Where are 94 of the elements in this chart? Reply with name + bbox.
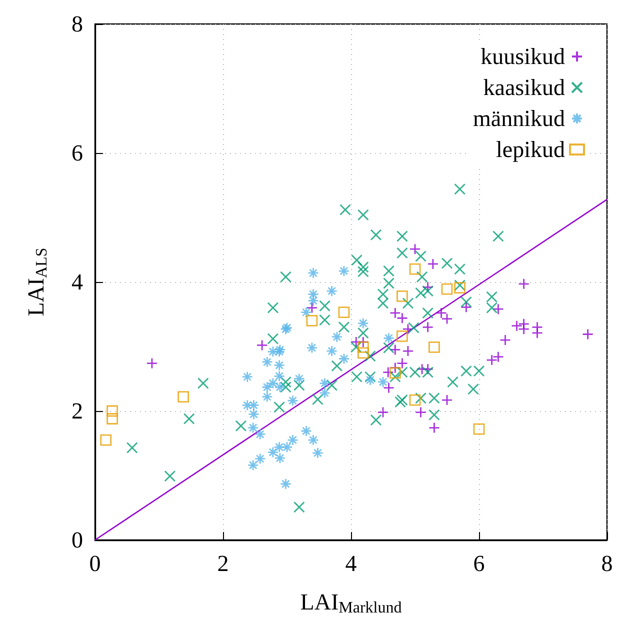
point — [409, 394, 421, 406]
legend-label: kuusikud — [480, 44, 566, 69]
point — [274, 381, 286, 393]
point — [473, 423, 485, 435]
point — [357, 347, 369, 359]
point — [396, 358, 408, 369]
point — [492, 303, 504, 315]
point — [247, 422, 259, 434]
point — [441, 394, 453, 406]
point — [280, 478, 292, 490]
point — [422, 281, 434, 293]
point — [364, 374, 376, 386]
point — [532, 327, 543, 339]
point — [389, 344, 401, 356]
point — [396, 290, 408, 302]
point — [377, 406, 389, 418]
point — [338, 353, 350, 364]
point — [256, 340, 268, 351]
point — [281, 441, 293, 453]
point — [242, 371, 254, 383]
point — [338, 306, 350, 318]
point — [248, 399, 260, 411]
x-tick-label: 2 — [217, 551, 229, 576]
point — [254, 428, 266, 440]
point — [308, 267, 319, 279]
y-tick-label: 2 — [72, 398, 83, 424]
point — [382, 366, 394, 378]
point — [106, 405, 118, 417]
point — [287, 394, 298, 406]
point — [454, 282, 466, 294]
point — [319, 378, 330, 389]
y-tick-label: 4 — [72, 270, 84, 294]
x-tick-label: 6 — [473, 551, 485, 576]
point — [308, 434, 319, 446]
point — [146, 358, 158, 369]
point — [312, 447, 324, 459]
point — [377, 376, 389, 388]
point — [326, 345, 338, 357]
point — [500, 334, 511, 346]
point — [402, 345, 414, 357]
y-axis-title: LAIALS — [24, 248, 50, 316]
point — [486, 354, 498, 366]
legend-label: kaasikud — [483, 75, 566, 100]
point — [100, 434, 112, 446]
point — [582, 328, 594, 340]
point — [422, 363, 434, 375]
point — [428, 422, 440, 434]
legend-label: lepikud — [496, 137, 566, 162]
point — [178, 391, 190, 403]
point — [300, 306, 312, 318]
point — [422, 321, 434, 333]
point — [518, 278, 530, 290]
point — [357, 341, 369, 353]
point — [306, 315, 318, 326]
point — [293, 373, 305, 384]
legend-label: männikud — [473, 106, 566, 131]
y-tick-label: 0 — [72, 528, 83, 552]
point — [427, 258, 439, 270]
point — [308, 288, 319, 300]
point — [409, 263, 421, 275]
point — [331, 331, 343, 343]
y-tick-label: 8 — [72, 12, 83, 36]
point — [383, 332, 394, 344]
point — [274, 452, 286, 464]
point — [441, 283, 453, 295]
point — [106, 413, 118, 424]
point — [319, 387, 330, 399]
point — [300, 425, 312, 437]
point — [306, 302, 318, 314]
point — [326, 285, 338, 297]
point — [261, 356, 273, 368]
point — [242, 399, 254, 411]
point — [402, 323, 414, 335]
point — [287, 434, 298, 446]
y-tick-label: 6 — [72, 140, 83, 166]
point — [306, 342, 318, 354]
point — [492, 351, 504, 363]
point — [460, 301, 472, 313]
x-tick-label: 8 — [601, 551, 613, 576]
point — [415, 406, 426, 418]
x-tick-label: 0 — [89, 551, 101, 576]
point — [357, 318, 369, 329]
point — [396, 330, 408, 342]
point — [261, 391, 273, 403]
x-tick-label: 4 — [345, 551, 358, 576]
point — [274, 360, 286, 371]
point — [389, 367, 401, 379]
point — [409, 243, 421, 255]
point — [383, 382, 394, 394]
point — [274, 370, 286, 382]
point — [308, 295, 319, 306]
point — [248, 408, 260, 420]
point — [428, 341, 440, 353]
point — [338, 265, 350, 277]
